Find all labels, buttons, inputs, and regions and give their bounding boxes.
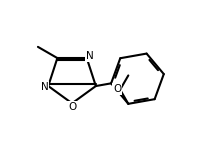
Text: N: N [41, 82, 48, 92]
Text: O: O [68, 102, 76, 112]
Text: N: N [86, 51, 94, 61]
Text: O: O [113, 84, 121, 94]
